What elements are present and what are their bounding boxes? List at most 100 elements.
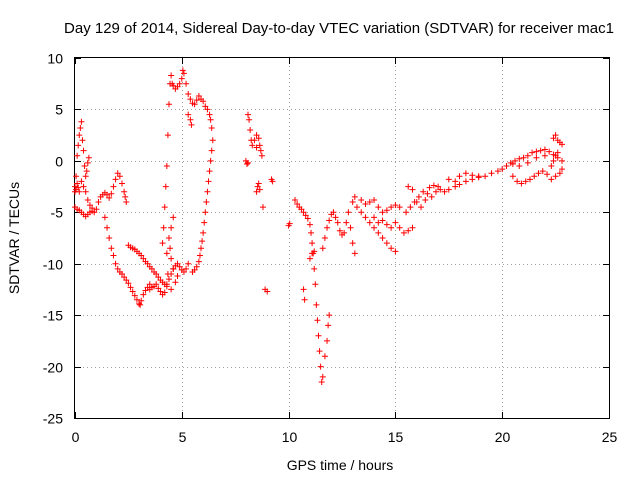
data-point — [91, 209, 98, 216]
data-point — [118, 271, 125, 277]
data-point — [193, 263, 200, 270]
y-tick-label: -20 — [43, 360, 63, 376]
data-point — [153, 271, 160, 277]
data-point — [84, 159, 91, 166]
data-point — [191, 101, 198, 108]
gridlines — [75, 58, 609, 418]
data-point — [168, 255, 175, 262]
data-point — [163, 163, 170, 169]
data-point — [144, 260, 151, 267]
data-point — [195, 258, 202, 265]
data-point — [349, 240, 356, 247]
data-point — [371, 214, 378, 221]
data-point — [112, 176, 119, 183]
data-point — [79, 137, 86, 144]
data-point — [325, 322, 332, 329]
data-point — [74, 180, 81, 187]
x-tick-label: 10 — [282, 429, 298, 445]
data-point — [253, 144, 260, 151]
data-point — [539, 168, 546, 175]
data-point — [518, 180, 525, 187]
data-point — [537, 147, 544, 154]
data-point — [544, 171, 551, 178]
data-point — [324, 337, 331, 344]
data-point — [253, 132, 260, 139]
data-point — [257, 147, 264, 154]
data-point — [160, 224, 167, 231]
data-point — [524, 152, 531, 159]
data-point — [187, 96, 194, 103]
data-point — [165, 276, 172, 283]
data-point — [176, 80, 183, 87]
data-point — [155, 274, 162, 281]
data-point — [541, 146, 548, 153]
data-point — [159, 240, 166, 247]
data-point — [116, 173, 123, 180]
data-point — [187, 116, 194, 123]
data-point — [185, 91, 192, 97]
data-point — [207, 116, 214, 123]
x-tick-label: 20 — [495, 429, 511, 445]
data-point — [302, 212, 309, 219]
data-point — [180, 268, 187, 275]
data-point — [409, 224, 416, 231]
data-point — [138, 297, 145, 304]
data-point — [142, 287, 149, 294]
data-point — [163, 250, 170, 257]
data-point — [437, 186, 444, 193]
data-point — [129, 288, 136, 295]
x-tick-label: 0 — [72, 429, 80, 445]
data-point — [179, 67, 186, 74]
data-point — [167, 245, 174, 252]
data-point — [306, 255, 313, 262]
data-point — [82, 188, 89, 195]
data-point — [441, 188, 448, 195]
data-point — [201, 219, 208, 226]
data-point — [550, 135, 557, 142]
data-point — [548, 176, 555, 183]
data-point — [294, 201, 301, 208]
data-point — [72, 183, 78, 190]
data-point — [469, 172, 476, 179]
data-point — [326, 217, 333, 224]
data-point — [343, 219, 350, 226]
data-point — [529, 149, 536, 156]
data-point — [193, 97, 200, 104]
data-point — [78, 118, 85, 125]
data-point — [118, 180, 125, 187]
data-point — [110, 252, 117, 259]
data-point — [424, 190, 431, 197]
data-point — [358, 209, 365, 216]
data-point — [535, 170, 542, 177]
data-point — [140, 291, 147, 298]
data-point — [108, 190, 115, 197]
data-point — [80, 183, 87, 190]
data-point — [121, 188, 128, 195]
data-point — [247, 127, 254, 133]
data-point — [315, 332, 322, 339]
data-point — [548, 163, 555, 169]
data-point — [148, 265, 155, 272]
data-point — [366, 199, 373, 205]
data-point — [319, 245, 326, 252]
data-point — [392, 202, 399, 209]
data-point — [204, 188, 211, 195]
data-point — [251, 137, 258, 144]
data-point — [86, 202, 93, 209]
data-point — [256, 186, 263, 193]
data-point — [202, 103, 209, 110]
data-point — [168, 72, 175, 79]
y-axis-label: SDTVAR / TECUs — [6, 182, 22, 294]
data-point — [292, 196, 299, 203]
data-point — [157, 288, 164, 295]
data-point — [388, 224, 395, 231]
data-point — [255, 180, 262, 187]
data-point — [332, 214, 339, 221]
data-point — [445, 186, 452, 193]
y-tick-label: -25 — [43, 411, 63, 427]
data-point — [503, 163, 510, 169]
data-point — [379, 235, 386, 241]
data-point — [81, 163, 88, 169]
data-point — [170, 265, 177, 272]
data-point — [456, 181, 463, 188]
